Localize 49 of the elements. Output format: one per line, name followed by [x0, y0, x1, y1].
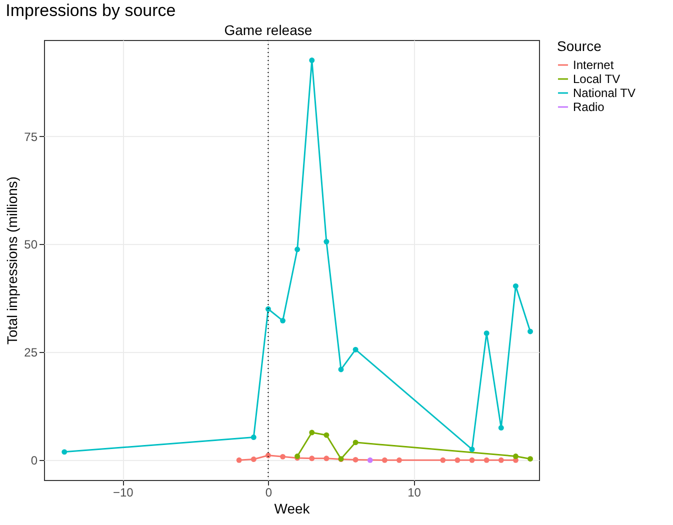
point — [280, 318, 286, 324]
chart-title: Impressions by source — [6, 1, 176, 20]
point — [265, 306, 271, 312]
point — [294, 246, 300, 252]
point — [324, 456, 330, 462]
y-tick-label: 50 — [24, 238, 38, 252]
point — [309, 58, 315, 64]
x-tick-label: 10 — [408, 486, 422, 500]
point — [280, 454, 286, 460]
point — [396, 457, 402, 463]
point — [352, 346, 358, 352]
point — [309, 456, 315, 462]
legend-label: Local TV — [573, 72, 620, 86]
y-tick-label: 25 — [24, 346, 38, 360]
ref-line-label: Game release — [224, 22, 312, 38]
y-axis-title: Total impressions (millions) — [4, 176, 20, 345]
point — [324, 432, 330, 438]
point — [338, 366, 344, 372]
point — [469, 457, 475, 463]
point — [528, 328, 534, 334]
point — [352, 456, 358, 462]
point — [469, 446, 475, 452]
point — [484, 330, 490, 336]
point — [484, 457, 490, 463]
y-tick-label: 75 — [24, 130, 38, 144]
point — [265, 452, 271, 458]
point — [498, 425, 504, 430]
x-axis-title: Week — [274, 500, 311, 516]
point — [324, 238, 330, 244]
point — [236, 457, 242, 463]
point — [62, 449, 68, 455]
point — [250, 456, 256, 462]
point — [512, 454, 518, 459]
legend-title: Source — [557, 38, 602, 54]
point — [512, 283, 518, 289]
legend-label: National TV — [573, 86, 636, 100]
point — [528, 456, 534, 462]
point — [250, 434, 256, 440]
legend-label: Internet — [573, 58, 614, 72]
legend-label: Radio — [573, 100, 605, 114]
point — [454, 457, 460, 463]
point — [382, 457, 388, 463]
y-tick-label: 0 — [30, 454, 38, 468]
point — [440, 457, 446, 463]
point — [309, 430, 315, 436]
point — [352, 440, 358, 446]
point — [498, 457, 504, 463]
x-tick-label: 0 — [265, 486, 272, 500]
x-tick-label: −10 — [112, 486, 134, 500]
